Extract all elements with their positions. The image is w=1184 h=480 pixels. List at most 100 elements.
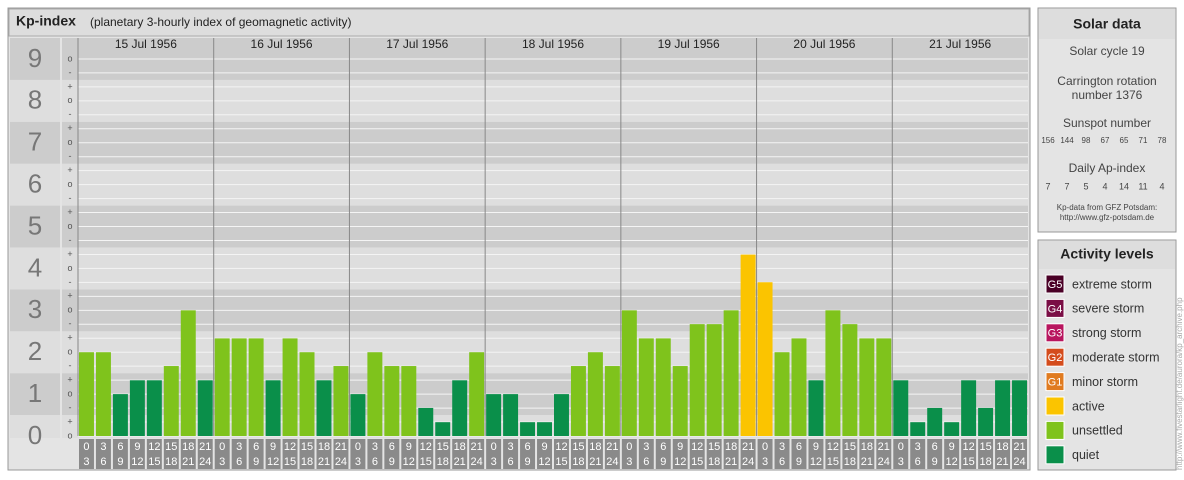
hour-box: [197, 439, 213, 469]
hour-label: 15: [572, 441, 584, 453]
hour-box: [486, 439, 502, 469]
hour-box: [163, 439, 179, 469]
legend-swatch: [1045, 445, 1065, 465]
hour-label: 15: [691, 456, 703, 468]
bar: [791, 338, 807, 436]
hour-label: 12: [538, 456, 550, 468]
hour-box: [604, 439, 620, 469]
hour-label: 15: [844, 441, 856, 453]
hour-label: 12: [267, 456, 279, 468]
solar-value: 11: [1138, 181, 1147, 191]
hour-label: 3: [762, 456, 768, 468]
hour-label: 9: [796, 456, 802, 468]
day-label: 19 Jul 1956: [658, 37, 720, 51]
hour-label: 12: [284, 441, 296, 453]
solar-panel: [1037, 7, 1177, 233]
hour-label: 12: [148, 441, 160, 453]
minor-tick-label: o: [67, 179, 72, 189]
hour-label: 18: [318, 441, 330, 453]
legend-label: strong storm: [1072, 326, 1141, 340]
hour-label: 21: [1013, 441, 1025, 453]
hour-label: 3: [643, 441, 649, 453]
credit: http://www.fivestarlight.de/aurora/kp_ar…: [1175, 297, 1184, 470]
minor-tick-label: +: [67, 375, 72, 385]
hour-box: [95, 439, 111, 469]
bar: [129, 380, 145, 436]
hour-label: 9: [389, 456, 395, 468]
hour-label: 24: [471, 456, 483, 468]
minor-tick-label: +: [67, 249, 72, 259]
bar: [774, 352, 790, 436]
band: [10, 79, 60, 122]
solar-title: Solar data: [1073, 16, 1141, 32]
hour-label: 21: [318, 456, 330, 468]
hour-box: [503, 439, 519, 469]
minor-tick-label: -: [69, 193, 72, 203]
minor-tick-label: -: [69, 235, 72, 245]
hour-label: 24: [199, 456, 211, 468]
hour-label: 9: [932, 456, 938, 468]
hour-box: [350, 439, 366, 469]
hour-label: 15: [420, 456, 432, 468]
hour-box: [79, 439, 94, 469]
solar-value: 67: [1101, 136, 1110, 145]
hour-box: [333, 439, 349, 469]
hour-box: [248, 439, 264, 469]
bar: [350, 394, 366, 436]
solar-value: 14: [1119, 181, 1129, 191]
hour-box: [927, 439, 943, 469]
minor-tick-label: +: [67, 291, 72, 301]
minor-tick-label: o: [67, 95, 72, 105]
solar-value: 65: [1120, 136, 1129, 145]
band: [10, 163, 60, 206]
hour-box: [469, 439, 485, 469]
bar: [961, 380, 977, 436]
solar-value: 156: [1041, 136, 1055, 145]
legend-swatch: [1045, 274, 1065, 294]
hour-label: 0: [898, 441, 904, 453]
minor-tick-label: +: [67, 165, 72, 175]
hour-label: 15: [148, 456, 160, 468]
hour-label: 3: [898, 456, 904, 468]
minor-tick-label: -: [69, 151, 72, 161]
hour-label: 9: [253, 456, 259, 468]
hour-box: [554, 439, 569, 469]
hour-label: 6: [117, 441, 123, 453]
bar: [672, 366, 688, 436]
hour-label: 18: [182, 441, 194, 453]
hour-box: [520, 439, 536, 469]
hour-box: [706, 439, 722, 469]
minor-tick-label: o: [67, 137, 72, 147]
hour-box: [282, 439, 298, 469]
hour-label: 6: [253, 441, 259, 453]
bar: [537, 422, 552, 436]
bar: [248, 338, 264, 436]
hour-box: [774, 439, 790, 469]
day-label: 15 Jul 1956: [115, 37, 177, 51]
hour-label: 21: [996, 456, 1008, 468]
hour-box: [757, 439, 773, 469]
hour-box: [231, 439, 247, 469]
hour-label: 18: [861, 441, 873, 453]
day-label: 17 Jul 1956: [386, 37, 448, 51]
legend-label: severe storm: [1072, 302, 1144, 316]
hour-label: 12: [810, 456, 822, 468]
y-tick-label: 2: [28, 336, 42, 366]
hour-label: 3: [83, 456, 89, 468]
y-tick-label: 1: [28, 378, 42, 408]
solar-value: 98: [1082, 136, 1091, 145]
legend-label: minor storm: [1072, 375, 1138, 389]
hour-label: 6: [524, 441, 530, 453]
hour-label: 9: [134, 441, 140, 453]
solar-header: [1039, 9, 1175, 39]
bar: [638, 338, 654, 436]
title: Kp-index: [16, 13, 76, 29]
hour-label: 3: [779, 441, 785, 453]
legend-swatch: [1045, 396, 1065, 416]
hour-label: 9: [406, 441, 412, 453]
hour-label: 18: [844, 456, 856, 468]
hour-label: 21: [335, 441, 347, 453]
minor-tick-label: o: [67, 347, 72, 357]
y-tick-label: 5: [28, 210, 42, 240]
hour-box: [978, 439, 994, 469]
